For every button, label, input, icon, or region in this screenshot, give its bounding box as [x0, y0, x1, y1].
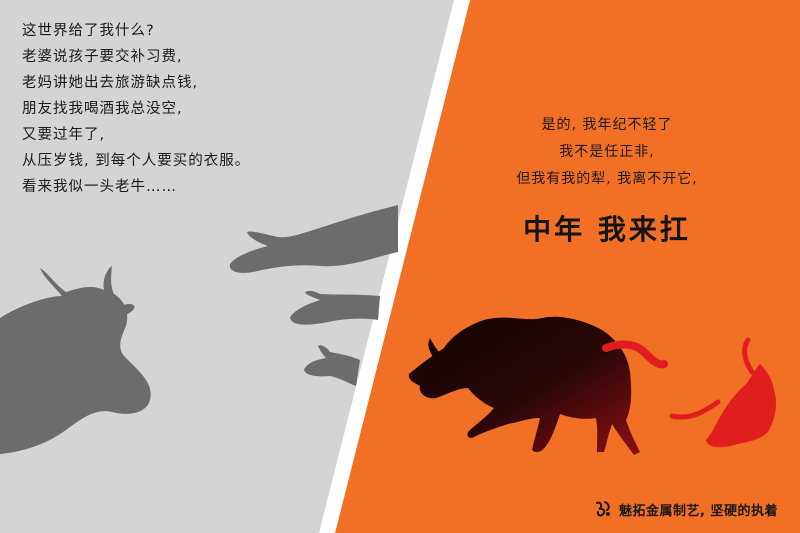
footer-text: 魅拓金属制艺, 坚硬的执着 — [619, 503, 778, 519]
footer-brand: 魅拓金属制艺, 坚硬的执着 — [593, 499, 778, 519]
right-panel — [335, 0, 800, 533]
left-poem-line: 老妈讲她出去旅游缺点钱, — [22, 75, 199, 91]
right-poem-line: 我不是任正非, — [559, 144, 655, 160]
left-poem-line: 从压岁钱, 到每个人要买的衣服。 — [22, 153, 251, 169]
metal-craft-logo-icon — [596, 501, 611, 517]
right-poem-line: 但我有我的犁, 我离不开它, — [516, 171, 698, 187]
reaching-hand-icon — [290, 290, 380, 325]
right-poem: 是的, 我年纪不轻了 我不是任正非, 但我有我的犁, 我离不开它, — [476, 112, 738, 193]
red-ribbon-icon — [669, 337, 776, 448]
left-poem-line: 朋友找我喝酒我总没空, — [22, 101, 183, 117]
reaching-hand-icon — [304, 345, 360, 386]
slogan-headline: 中年 我来扛 — [523, 213, 691, 246]
charging-bull-icon — [408, 316, 668, 455]
diagonal-divider — [319, 0, 470, 533]
left-poem-line: 看来我似一头老牛…… — [22, 179, 177, 195]
right-poem-line: 是的, 我年纪不轻了 — [541, 117, 673, 133]
left-poem-line: 这世界给了我什么? — [22, 23, 155, 39]
left-poem: 这世界给了我什么? 老婆说孩子要交补习费, 老妈讲她出去旅游缺点钱, 朋友找我喝… — [22, 18, 250, 200]
left-poem-line: 老婆说孩子要交补习费, — [22, 49, 183, 65]
ox-silhouette-icon — [0, 266, 151, 454]
reaching-hand-icon — [229, 205, 398, 273]
left-poem-line: 又要过年了, — [22, 127, 106, 143]
